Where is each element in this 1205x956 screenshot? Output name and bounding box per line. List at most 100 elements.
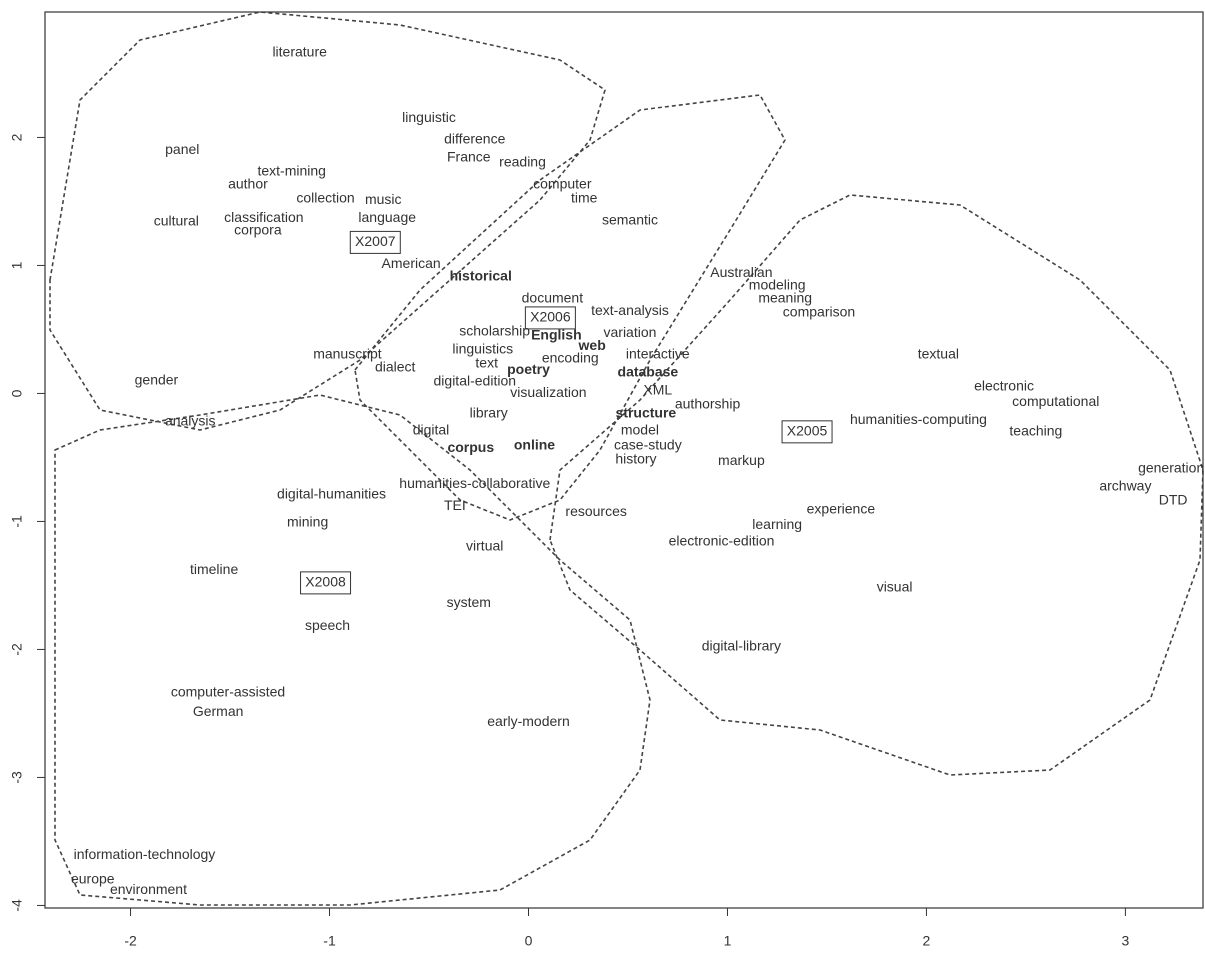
plot-frame [44,11,1204,909]
term-label: France [447,149,491,165]
term-label: comparison [783,304,855,320]
x-tick-label: -1 [323,933,336,949]
term-label: manuscript [313,346,382,362]
x-tick-label: 0 [525,933,533,949]
y-tick-label: -1 [9,515,25,528]
term-label: semantic [602,211,658,227]
term-label: historical [450,268,512,284]
term-label: time [571,190,598,206]
term-label: computer-assisted [171,684,285,700]
y-tick-label: -4 [9,899,25,912]
y-tick-label: -2 [9,643,25,656]
term-label: English [531,327,582,343]
year-box [781,420,833,444]
term-label: corpus [447,439,494,455]
term-label: poetry [507,361,550,377]
term-label: linguistic [402,109,456,125]
term-label: digital-library [702,638,781,654]
term-label: digital-humanities [277,485,386,501]
term-label: computational [1012,393,1099,409]
term-label: visualization [510,384,586,400]
term-label: humanities-computing [850,411,987,427]
term-label: teaching [1009,423,1062,439]
term-label: text-mining [257,163,325,179]
term-label: language [358,209,416,225]
term-label: electronic-edition [669,533,775,549]
term-label: web [578,337,606,353]
year-box [524,306,576,330]
term-label: XML [643,382,672,398]
year-label: X2006 [530,309,571,325]
term-label: early-modern [487,713,569,729]
term-label: dialect [375,359,416,375]
term-label: DTD [1159,492,1188,508]
year-label: X2007 [355,233,396,249]
term-label: humanities-collaborative [399,475,550,491]
term-label: American [382,255,441,271]
term-label: author [228,176,268,192]
term-label: authorship [675,396,741,412]
term-label: textual [918,346,959,362]
term-label: structure [616,405,677,421]
term-label: markup [718,452,765,468]
term-label: text [475,355,498,371]
year-label: X2005 [787,423,828,439]
term-label: Australian [710,264,772,280]
term-label: encoding [542,350,599,366]
term-label: gender [135,371,179,387]
term-label: German [193,703,244,719]
term-label: variation [604,324,657,340]
y-tick-label: 0 [9,389,25,397]
term-label: literature [272,44,327,60]
term-label: meaning [758,289,812,305]
term-label: electronic [974,378,1034,394]
term-label: TEI [444,497,466,513]
term-label: analysis [165,412,216,428]
term-label: corpora [234,222,282,238]
term-label: timeline [190,561,238,577]
term-label: digital [413,421,450,437]
term-label: virtual [466,538,503,554]
term-label: online [514,437,555,453]
cluster-outline [354,94,786,521]
year-box [349,230,401,254]
term-label: learning [752,516,802,532]
term-label: model [621,421,659,437]
term-label: resources [565,503,626,519]
term-label: generation [1138,460,1204,476]
term-label: scholarship [459,323,530,339]
term-label: panel [165,141,199,157]
term-label: interactive [626,346,690,362]
term-label: history [615,451,656,467]
term-label: digital-edition [434,373,517,389]
x-tick-label: 3 [1122,933,1130,949]
term-label: environment [110,881,187,897]
term-label: database [618,364,679,380]
term-label: difference [444,131,505,147]
term-label: case-study [614,437,682,453]
term-label: computer [533,176,592,192]
term-label: linguistics [452,341,513,357]
term-label: collection [296,190,354,206]
year-label: X2008 [305,574,346,590]
term-label: visual [877,579,913,595]
x-tick-label: 1 [724,933,732,949]
term-label: cultural [154,213,199,229]
cluster-outline [49,11,606,431]
term-label: europe [71,871,115,887]
x-tick-label: -2 [124,933,137,949]
term-label: mining [287,513,328,529]
term-label: information-technology [74,846,216,862]
x-tick-label: 2 [923,933,931,949]
term-label: reading [499,154,546,170]
cluster-outline [549,194,1204,776]
y-tick-label: 1 [9,261,25,269]
year-box [300,571,352,595]
term-label: library [470,405,508,421]
term-label: classification [224,209,303,225]
y-tick-label: -3 [9,771,25,784]
term-label: text-analysis [591,302,669,318]
term-label: music [365,191,402,207]
term-label: archway [1099,478,1151,494]
